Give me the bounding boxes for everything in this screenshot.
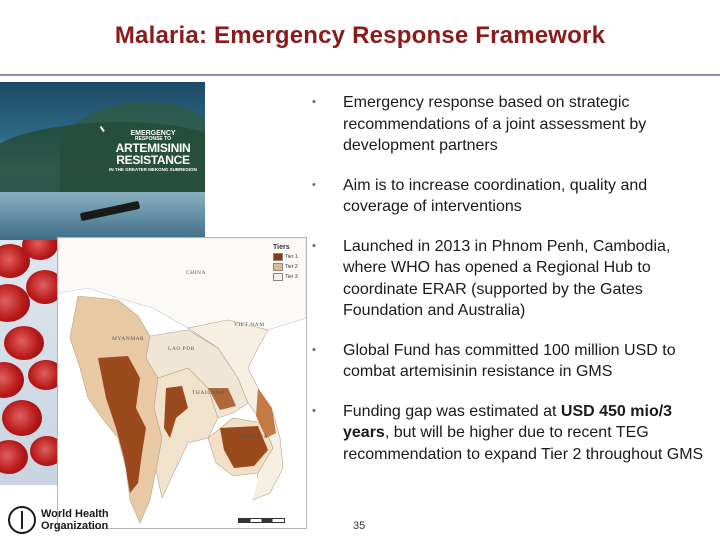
org-name: World Health Organization	[41, 508, 109, 532]
map-label-myanmar: MYANMAR	[112, 336, 145, 342]
slide-title: Malaria: Emergency Response Framework	[114, 22, 606, 49]
legend-item: Tier 2	[273, 263, 306, 271]
who-logo: World Health Organization	[8, 506, 118, 536]
blood-cells-image	[0, 240, 62, 485]
map-scale-bar	[238, 518, 285, 523]
bullet-item: • Launched in 2013 in Phnom Penh, Cambod…	[312, 237, 671, 320]
map-label-cambodia: CAMBODIA	[234, 434, 268, 440]
legend-title: Tiers	[273, 244, 290, 251]
cover-line-4: IN THE GREATER MEKONG SUBREGION	[109, 167, 197, 172]
map-graphic	[58, 238, 306, 528]
cover-line-3: ARTEMISININ RESISTANCE	[115, 141, 191, 167]
gms-tier-map: CHINA MYANMAR LAO PDR VIET NAM THAILAND …	[57, 237, 307, 529]
cover-line-2: RESPONSE TO	[134, 136, 172, 142]
bullet-item: • Funding gap was estimated at USD 450 m…	[312, 402, 704, 463]
legend-item: Tier 1	[273, 253, 306, 261]
map-label-thailand: THAILAND	[192, 390, 225, 396]
bullet-list: • Emergency response based on strategic …	[312, 92, 712, 483]
bullet-icon: •	[312, 343, 316, 356]
cover-title: EMERGENCY RESPONSE TO ARTEMISININ RESIST…	[105, 130, 201, 173]
bullet-icon: •	[312, 239, 316, 252]
bullet-icon: •	[312, 404, 316, 417]
map-label-vietnam: VIET NAM	[234, 322, 265, 328]
who-emblem-icon	[8, 506, 36, 534]
cover-line-1: EMERGENCY	[130, 130, 176, 137]
map-legend: Tiers Tier 1 Tier 2 Tier 3	[273, 244, 306, 283]
title-divider	[0, 74, 720, 76]
bullet-item: • Global Fund has committed 100 million …	[312, 341, 676, 381]
legend-item: Tier 3	[273, 273, 306, 281]
bullet-icon: •	[312, 96, 316, 108]
bullet-item: • Emergency response based on strategic …	[312, 94, 647, 154]
map-label-lao: LAO PDR	[168, 346, 195, 352]
funding-gap-amount: USD 450 mio/3 years	[343, 402, 673, 442]
page-number: 35	[353, 520, 366, 532]
report-cover-image: EMERGENCY RESPONSE TO ARTEMISININ RESIST…	[0, 82, 205, 240]
bullet-icon: •	[312, 178, 316, 191]
map-label-china: CHINA	[186, 270, 206, 276]
bullet-item: • Aim is to increase coordination, quali…	[312, 176, 648, 216]
